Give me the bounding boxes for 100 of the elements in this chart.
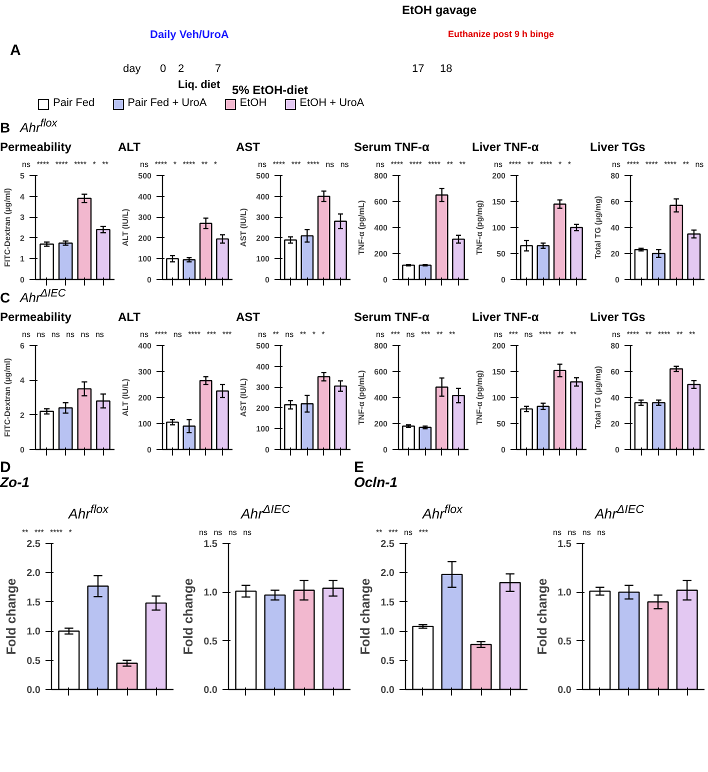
y-tick-label: 60 [610, 368, 620, 376]
text: Ahr$^{ΔIEC}$ [20, 288, 66, 306]
chart-title: AST [236, 139, 260, 156]
y-tick-label: 20 [610, 420, 620, 428]
y-tick-label: 800 [374, 172, 388, 180]
text: * [312, 330, 316, 339]
text: *** [222, 330, 232, 339]
chart-title: Liver TGs [590, 139, 646, 156]
text: ** [570, 330, 576, 339]
y-tick-label: 1.0 [204, 588, 218, 599]
text: **** [182, 160, 196, 169]
y-tick-label: 80 [610, 172, 620, 180]
text: **** [50, 528, 62, 537]
y-tick-label: 100 [492, 394, 506, 402]
text: ns [376, 160, 384, 169]
y-tick-label: 2 [20, 234, 26, 243]
y-tick-label: 2 [20, 410, 26, 420]
y-axis-title: TNF-α (pg/mL) [357, 370, 366, 425]
text: **** [154, 330, 168, 339]
y-tick-label: 50 [496, 420, 506, 428]
y-axis-title: ALT (IU/L) [121, 378, 130, 416]
y-tick-label: 0.0 [204, 685, 218, 696]
chart-title: Permeability [0, 139, 72, 156]
y-axis-title: Fold change [180, 578, 196, 655]
y-tick-label: 800 [374, 342, 388, 350]
y-tick-label: 0 [265, 446, 270, 454]
text: * [568, 160, 572, 169]
y-tick-label: 6 [20, 342, 26, 350]
text: *** [206, 330, 216, 339]
y-tick-label: 200 [138, 394, 152, 402]
y-tick-label: 200 [256, 404, 270, 413]
text: **** [306, 160, 320, 169]
y-tick-label: 0 [265, 276, 270, 284]
text: ns [553, 528, 562, 537]
text: ** [376, 528, 382, 537]
text: Ahr$^{flox}$ [20, 118, 58, 136]
text: EtOH gavage [402, 2, 477, 19]
text: ns [199, 528, 208, 537]
text: E [354, 459, 364, 476]
text: 7 [215, 62, 222, 77]
y-tick-label: 400 [138, 192, 152, 202]
text: ns [597, 528, 606, 537]
text: ** [22, 528, 28, 537]
y-tick-label: 400 [256, 192, 270, 202]
chart-title: Liver TNF-α [472, 309, 539, 326]
chart-title: Ahr$^{ΔIEC}$ [594, 502, 646, 524]
y-tick-label: 200 [374, 420, 388, 428]
y-axis-title: TNF-α (pg/mg) [475, 370, 484, 425]
text: *** [418, 528, 428, 537]
y-tick-label: 1.5 [204, 539, 218, 550]
y-tick-label: 400 [374, 394, 388, 402]
y-tick-label: 100 [138, 254, 152, 264]
text: ns [214, 528, 222, 537]
text: 5% EtOH-diet [232, 82, 308, 98]
chart-title: Liver TNF-α [472, 139, 539, 156]
y-tick-label: 1.0 [380, 626, 395, 638]
text: ns [173, 330, 182, 339]
y-tick-label: 0.5 [26, 656, 41, 667]
y-tick-label: 3 [20, 213, 26, 222]
text: **** [154, 160, 168, 169]
text: **** [272, 160, 286, 169]
text: ns [258, 330, 266, 339]
chart-title: Permeability [0, 309, 72, 326]
chart-title: Ahr$^{ΔIEC}$ [240, 502, 292, 524]
text: ns [95, 330, 104, 339]
y-tick-label: 200 [138, 234, 152, 243]
text: ns [568, 528, 576, 537]
text: **** [645, 160, 658, 169]
y-axis-title: AST (IU/L) [239, 208, 248, 247]
y-axis-title: TNF-α (pg/mL) [357, 200, 366, 255]
text: **** [409, 160, 422, 169]
y-tick-label: 1.0 [558, 588, 572, 599]
y-tick-label: 0.0 [380, 685, 395, 696]
y-tick-label: 20 [610, 250, 620, 258]
text: Zo-1 [0, 473, 30, 492]
y-tick-label: 2.5 [380, 539, 395, 550]
chart-title: Ahr$^{flox}$ [67, 502, 110, 524]
text: ** [449, 330, 456, 339]
y-tick-label: 200 [492, 342, 506, 350]
y-tick-label: 600 [374, 198, 388, 206]
y-axis-title: Total TG (µg/mg) [594, 366, 603, 430]
y-tick-label: 2.5 [26, 539, 41, 550]
y-axis-title: Fold change [4, 578, 19, 655]
text: ns [376, 330, 384, 339]
text: **** [508, 160, 522, 169]
text: ns [243, 528, 252, 537]
text: **** [664, 160, 677, 169]
y-axis-title: AST (IU/L) [239, 378, 248, 417]
text: **** [74, 160, 87, 169]
y-tick-label: 2.0 [380, 568, 395, 580]
y-axis-title: FITC-Dextran (µg/ml) [3, 188, 12, 267]
text: * [214, 160, 218, 169]
text: **** [428, 160, 441, 169]
y-tick-label: 400 [256, 362, 270, 372]
text: ns [406, 330, 415, 339]
text: *** [390, 330, 400, 339]
chart-title: ALT [118, 139, 140, 156]
text: D [0, 459, 11, 476]
text: ns [612, 330, 620, 339]
text: day [123, 62, 141, 77]
